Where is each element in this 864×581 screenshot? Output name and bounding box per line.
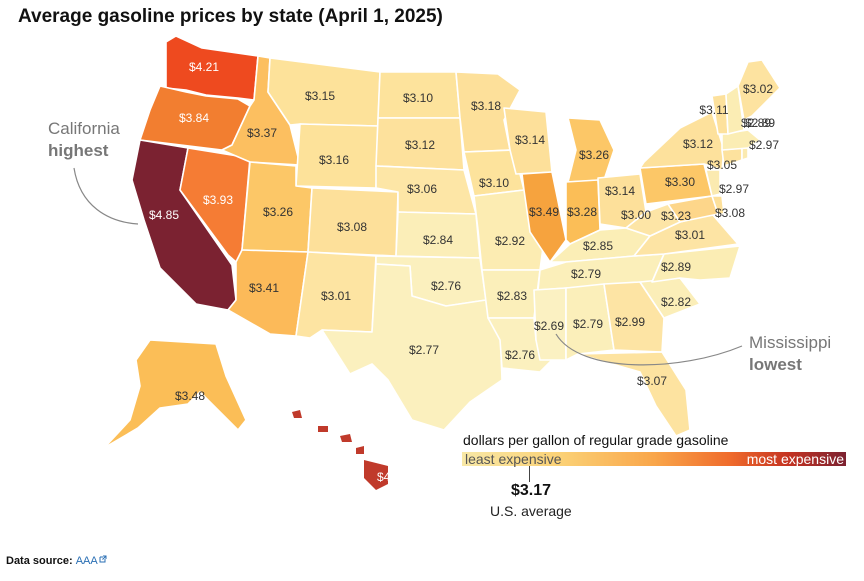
data-source-label: Data source: (6, 555, 73, 567)
state-al[interactable] (565, 283, 615, 361)
price-label-ne: $3.06 (407, 182, 437, 196)
price-label-ma: $2.89 (745, 116, 775, 130)
price-label-vt: $3.11 (699, 103, 728, 117)
price-label-nv: $3.93 (203, 193, 233, 207)
price-label-la: $2.76 (505, 348, 535, 362)
mississippi-leader-line (555, 333, 743, 366)
price-label-nh: $2.89 (741, 116, 771, 130)
price-labels: $4.21 $3.84 $4.85 $3.93 $3.37 $3.15 $3.16 $3.26… (149, 60, 779, 484)
map-title: Average gasoline prices by state (April … (18, 6, 443, 27)
state-nj[interactable] (705, 169, 721, 197)
price-label-de: $3.08 (715, 206, 745, 220)
price-label-ks: $2.84 (423, 233, 453, 247)
state-me[interactable] (737, 59, 781, 121)
price-label-ct: $3.05 (707, 158, 737, 172)
mississippi-callout: Mississippi lowest (749, 332, 831, 376)
price-label-ak: $3.48 (175, 389, 205, 403)
average-label: U.S. average (490, 503, 572, 519)
price-label-sc: $2.82 (661, 295, 691, 309)
price-label-ny: $3.12 (683, 137, 713, 151)
price-label-mn: $3.18 (471, 99, 501, 113)
price-label-hi: $4.53 (377, 470, 407, 484)
price-label-md: $3.23 (661, 209, 691, 223)
price-label-mo: $2.92 (495, 234, 525, 248)
state-ri[interactable] (741, 147, 749, 161)
state-tx[interactable] (321, 263, 503, 431)
state-fl[interactable] (577, 351, 691, 437)
price-label-il: $3.49 (529, 205, 559, 219)
price-label-me: $3.02 (743, 82, 773, 96)
price-label-va: $3.01 (675, 228, 705, 242)
price-label-nc: $2.89 (661, 260, 691, 274)
price-label-or: $3.84 (179, 111, 209, 125)
price-label-oh: $3.14 (605, 184, 635, 198)
legend-gradient-bar (462, 452, 846, 466)
price-label-ky: $2.85 (583, 239, 613, 253)
price-label-pa: $3.30 (665, 175, 695, 189)
california-callout: California highest (48, 118, 120, 162)
price-label-al: $2.79 (573, 317, 603, 331)
price-label-ok: $2.76 (431, 279, 461, 293)
price-label-nm: $3.01 (321, 289, 351, 303)
price-label-ri: $2.97 (749, 138, 779, 152)
price-label-tx: $2.77 (409, 343, 439, 357)
price-label-in: $3.28 (567, 205, 597, 219)
price-label-mi: $3.26 (579, 148, 609, 162)
external-link-icon (99, 555, 107, 563)
mississippi-callout-name: Mississippi (749, 333, 832, 352)
california-callout-name: California (48, 119, 120, 138)
mississippi-callout-note: lowest (749, 355, 802, 374)
price-label-ia: $3.10 (479, 176, 509, 190)
california-leader-line (73, 167, 139, 225)
price-label-ms: $2.69 (534, 319, 564, 333)
price-label-nd: $3.10 (403, 91, 433, 105)
legend-low-label: least expensive (465, 451, 562, 467)
price-label-ga: $2.99 (615, 315, 645, 329)
price-label-fl: $3.07 (637, 374, 667, 388)
state-ak[interactable] (103, 339, 247, 449)
average-marker (529, 466, 530, 482)
price-label-tn: $2.79 (571, 267, 601, 281)
price-label-ut: $3.26 (263, 205, 293, 219)
price-label-wy: $3.16 (319, 153, 349, 167)
price-label-ca: $4.85 (149, 208, 179, 222)
price-label-sd: $3.12 (405, 138, 435, 152)
price-label-wa: $4.21 (189, 60, 219, 74)
average-value: $3.17 (511, 482, 552, 499)
price-label-nj: $2.97 (719, 182, 749, 196)
state-de[interactable] (711, 195, 725, 215)
price-label-co: $3.08 (337, 220, 367, 234)
legend-high-label: most expensive (746, 451, 844, 467)
price-label-az: $3.41 (249, 281, 279, 295)
data-source-link[interactable]: AAA (76, 555, 107, 567)
state-ga[interactable] (603, 281, 665, 353)
price-label-id: $3.37 (247, 126, 277, 140)
callout-leaders (73, 167, 743, 366)
price-label-ar: $2.83 (497, 289, 527, 303)
state-mn[interactable] (455, 71, 521, 153)
state-shapes (103, 35, 781, 490)
california-callout-note: highest (48, 141, 109, 160)
price-label-wv: $3.00 (621, 208, 651, 222)
price-label-wi: $3.14 (515, 133, 545, 147)
state-ms[interactable] (533, 287, 567, 361)
price-label-mt: $3.15 (305, 89, 335, 103)
data-source: Data source: AAA (6, 555, 107, 567)
legend-title: dollars per gallon of regular grade gaso… (463, 432, 729, 448)
state-hi[interactable] (292, 410, 388, 490)
